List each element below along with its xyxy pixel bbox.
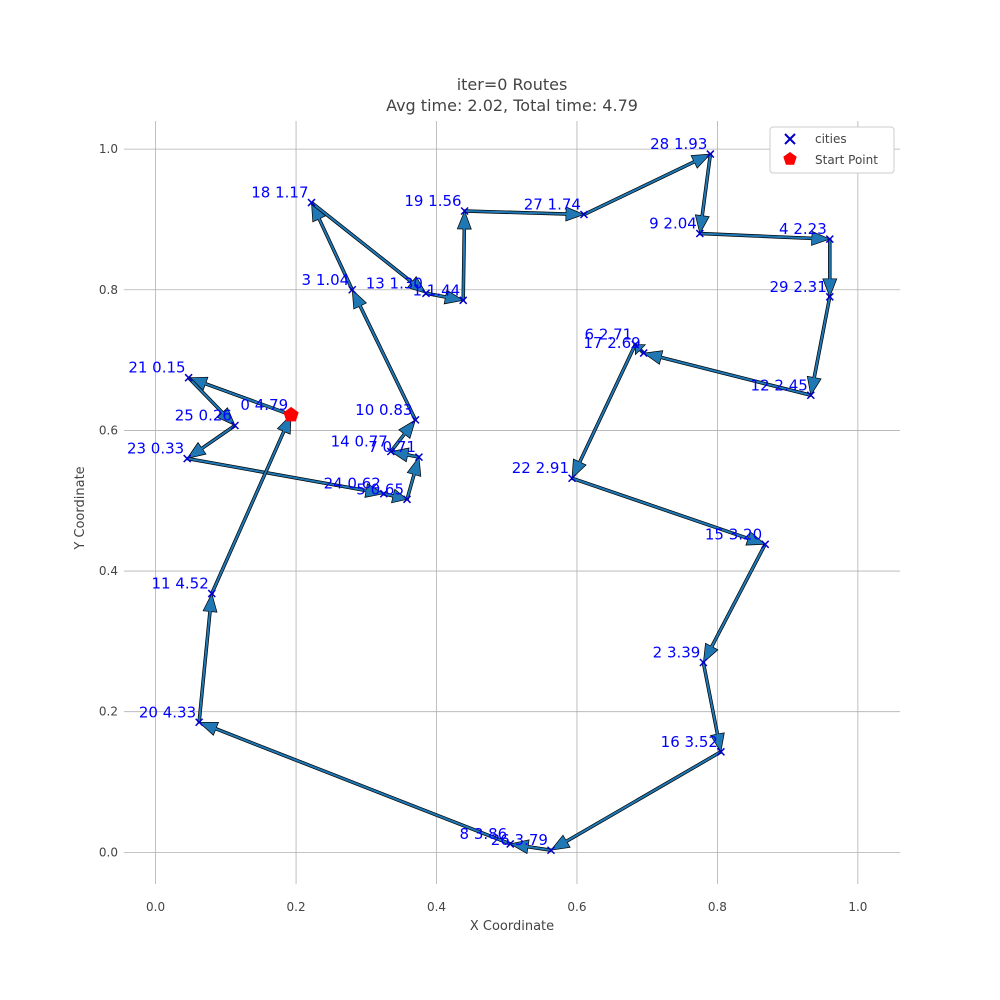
y-tick-label: 0.2 <box>99 705 118 719</box>
city-label: 14 0.77 <box>331 433 388 451</box>
chart-title: iter=0 Routes <box>457 75 568 94</box>
y-tick-label: 0.6 <box>99 423 118 437</box>
city-label: 6 2.71 <box>585 326 633 344</box>
city-label: 0 4.79 <box>240 396 288 414</box>
city-label: 5 0.65 <box>356 480 404 498</box>
x-axis-label: X Coordinate <box>470 919 554 934</box>
city-label: 20 4.33 <box>139 703 196 721</box>
y-tick-label: 0.4 <box>99 564 118 578</box>
x-tick-label: 1.0 <box>848 900 867 914</box>
x-tick-label: 0.4 <box>427 900 446 914</box>
y-tick-label: 0.8 <box>99 283 118 297</box>
legend-start-label: Start Point <box>815 153 878 167</box>
city-label: 16 3.52 <box>661 733 718 751</box>
legend-cities-label: cities <box>815 132 847 146</box>
x-tick-label: 0.0 <box>146 900 165 914</box>
city-label: 19 1.56 <box>404 192 461 210</box>
city-label: 4 2.23 <box>779 220 827 238</box>
x-tick-label: 0.8 <box>708 900 727 914</box>
chart-subtitle: Avg time: 2.02, Total time: 4.79 <box>386 96 638 115</box>
city-label: 18 1.17 <box>251 184 308 202</box>
city-label: 11 4.52 <box>152 575 209 593</box>
city-label: 8 3.86 <box>460 825 508 843</box>
city-label: 2 3.39 <box>653 643 701 661</box>
city-label: 21 0.15 <box>128 359 185 377</box>
y-tick-label: 1.0 <box>99 142 118 156</box>
city-label: 9 2.04 <box>649 215 697 233</box>
city-label: 28 1.93 <box>650 135 707 153</box>
y-tick-label: 0.0 <box>99 845 118 859</box>
city-label: 25 0.26 <box>175 406 232 424</box>
city-label: 1 1.44 <box>412 281 460 299</box>
city-label: 27 1.74 <box>524 196 581 214</box>
city-label: 3 1.04 <box>302 271 350 289</box>
city-label: 12 2.45 <box>751 376 808 394</box>
x-tick-label: 0.6 <box>567 900 586 914</box>
city-label: 10 0.83 <box>355 401 412 419</box>
legend: cities Start Point <box>770 127 894 173</box>
city-label: 29 2.31 <box>770 278 827 296</box>
city-label: 22 2.91 <box>512 459 569 477</box>
x-tick-label: 0.2 <box>287 900 306 914</box>
city-label: 23 0.33 <box>127 440 184 458</box>
y-axis-label: Y Coordinate <box>73 466 88 550</box>
city-label: 15 3.20 <box>705 525 762 543</box>
